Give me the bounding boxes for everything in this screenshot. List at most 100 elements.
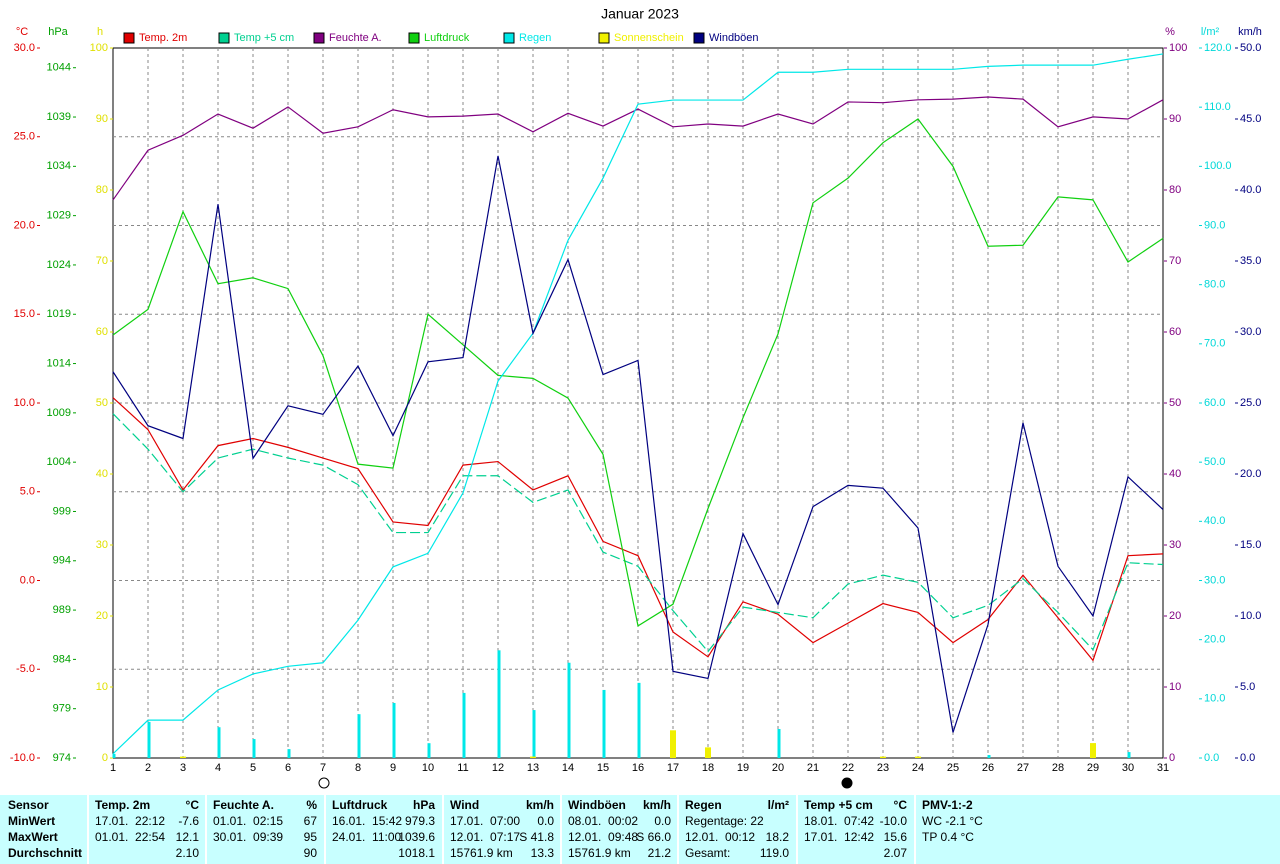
cell-text: 16.01. 15:42 — [332, 814, 403, 828]
cell-value: S 66.0 — [636, 830, 671, 844]
column-title: Windböen — [568, 798, 626, 812]
legend-label: Regen — [519, 32, 551, 44]
tick-label: 30 — [96, 539, 108, 551]
x-tick-label: 3 — [180, 762, 186, 774]
tick-label: -10.0 — [10, 752, 35, 764]
bar — [497, 650, 501, 758]
tick-label: 10.0 — [1240, 610, 1261, 622]
tick-label: 10.0 — [14, 397, 35, 409]
bar — [670, 730, 676, 758]
tick-label: 70 — [96, 255, 108, 267]
tick-label: 20 — [1169, 610, 1181, 622]
cell-value: -7.6 — [178, 814, 199, 828]
x-tick-label: 13 — [527, 762, 539, 774]
tick-label: 999 — [53, 505, 71, 517]
legend-label: Sonnenschein — [614, 32, 684, 44]
tick-label: 989 — [53, 604, 71, 616]
tick-label: 30 — [1169, 539, 1181, 551]
bar — [252, 739, 256, 758]
tick-label: 40.0 — [1204, 515, 1225, 527]
tick-label: 80 — [1169, 184, 1181, 196]
bar — [180, 756, 186, 758]
bar — [705, 747, 711, 758]
bar — [602, 689, 606, 758]
legend-swatch — [598, 32, 610, 44]
tick-label: 0.0 — [1240, 752, 1255, 764]
legend-swatch — [693, 32, 705, 44]
x-tick-label: 14 — [562, 762, 574, 774]
column-unit: km/h — [642, 798, 671, 812]
bar — [217, 727, 221, 758]
legend-label: Windböen — [709, 32, 759, 44]
bar — [532, 710, 536, 758]
column-unit: °C — [893, 798, 907, 812]
column-divider — [205, 795, 207, 864]
column-title: Temp +5 cm — [804, 798, 873, 812]
series-line — [112, 155, 1164, 733]
cell-value: 0.0 — [654, 814, 671, 828]
legend-label: Luftdruck — [424, 32, 470, 44]
series-line — [112, 397, 1164, 662]
tick-label: 20.0 — [14, 219, 35, 231]
cell-text: TP 0.4 °C — [922, 830, 974, 844]
x-tick-label: 8 — [355, 762, 361, 774]
tick-label: 80 — [96, 184, 108, 196]
x-tick-label: 16 — [632, 762, 644, 774]
cell-value: S 41.8 — [519, 830, 554, 844]
cell-text: 24.01. 11:00 — [332, 830, 402, 844]
tick-label: 80.0 — [1204, 279, 1225, 291]
bar — [112, 753, 116, 758]
series-line — [112, 118, 1164, 627]
legend-label: Feuchte A. — [329, 32, 382, 44]
cell-value: 13.3 — [530, 846, 554, 860]
tick-label: 25.0 — [1240, 397, 1261, 409]
tick-label: 100.0 — [1204, 160, 1232, 172]
x-tick-label: 30 — [1122, 762, 1134, 774]
cell-text: 12.01. 07:17 — [450, 830, 521, 844]
axis-unit: h — [97, 26, 103, 38]
bar — [427, 743, 431, 758]
tick-label: 90 — [1169, 113, 1181, 125]
tick-label: 90 — [96, 113, 108, 125]
chart: Januar 2023 °C-10.0-5.00.05.010.015.020.… — [10, 6, 1262, 789]
cell-value: 21.2 — [647, 846, 671, 860]
tick-label: 1009 — [47, 407, 71, 419]
tick-label: 60.0 — [1204, 397, 1225, 409]
tick-label: 984 — [53, 653, 71, 665]
tick-label: 120.0 — [1204, 42, 1232, 54]
series-line — [112, 413, 1164, 653]
x-tick-label: 12 — [492, 762, 504, 774]
legend-swatch — [123, 32, 135, 44]
bar — [462, 692, 466, 758]
tick-label: 20.0 — [1240, 468, 1261, 480]
axis-unit: l/m² — [1201, 26, 1220, 38]
cell-text: 12.01. 00:12 — [685, 830, 756, 844]
cell-text: 17.01. 22:12 — [95, 814, 166, 828]
cell-text: 30.01. 09:39 — [213, 830, 284, 844]
tick-label: 1039 — [47, 111, 71, 123]
tick-label: 1004 — [47, 456, 71, 468]
column-unit: hPa — [412, 798, 435, 812]
legend-label: Temp +5 cm — [234, 32, 294, 44]
x-tick-label: 2 — [145, 762, 151, 774]
legend-swatch — [218, 32, 230, 44]
tick-label: 15.0 — [1240, 539, 1261, 551]
tick-label: 100 — [90, 42, 108, 54]
tick-label: 35.0 — [1240, 255, 1261, 267]
axis-unit: % — [1165, 26, 1175, 38]
bar — [357, 714, 361, 758]
cell-text: WC -2.1 °C — [922, 814, 983, 828]
column-title: Feuchte A. — [213, 798, 274, 812]
cell-text: 15761.9 km — [568, 846, 631, 860]
column-divider — [914, 795, 916, 864]
column-divider — [87, 795, 89, 864]
column-divider — [324, 795, 326, 864]
tick-label: 10 — [96, 681, 108, 693]
tick-label: 20 — [96, 610, 108, 622]
series-line — [112, 96, 1164, 201]
legend-swatch — [503, 32, 515, 44]
x-tick-label: 6 — [285, 762, 291, 774]
column-unit: l/m² — [767, 798, 789, 812]
tick-label: 50.0 — [1240, 42, 1261, 54]
cell-text: 01.01. 22:54 — [95, 830, 166, 844]
